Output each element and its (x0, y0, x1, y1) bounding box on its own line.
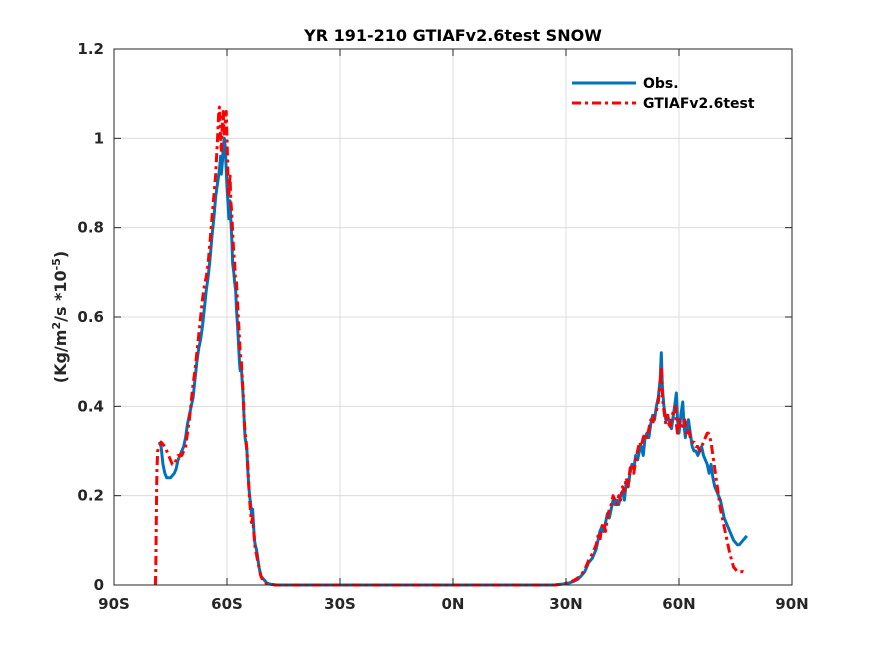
y-tick-label: 0.2 (77, 487, 104, 505)
series-line-1 (153, 105, 746, 587)
y-axis-label-superscript: 2 (50, 322, 63, 330)
x-tick-label: 0N (442, 595, 465, 613)
y-axis-label: (Kg/m2/s *10-5) (50, 251, 70, 383)
chart-title: YR 191-210 GTIAFv2.6test SNOW (303, 26, 602, 45)
y-tick-label: 0.6 (77, 308, 104, 326)
x-tick-label: 60S (211, 595, 243, 613)
x-tick-label: 90N (775, 595, 808, 613)
y-axis-label-part: (Kg/m (51, 330, 70, 384)
y-tick-label: 0.4 (77, 397, 104, 415)
y-tick-label: 1 (94, 129, 104, 147)
y-axis-label-superscript: -5 (50, 258, 63, 270)
legend: Obs. GTIAFv2.6test (572, 76, 755, 112)
x-tick-label: 30S (324, 595, 356, 613)
x-tick-label: 60N (662, 595, 695, 613)
x-tick-label: 90S (98, 595, 130, 613)
x-tick-label: 30N (549, 595, 582, 613)
y-axis-label-part: ) (51, 251, 70, 258)
axis-ticks: 90S 60S 30S 0N 30N 60N 90N 0 0.2 0.4 0.6 0.8 1 1.2 (77, 40, 808, 613)
y-tick-label: 1.2 (77, 40, 104, 58)
legend-label-gtiaf: GTIAFv2.6test (643, 96, 755, 112)
y-tick-label: 0.8 (77, 219, 104, 237)
y-tick-label: 0 (94, 576, 104, 594)
legend-label-obs: Obs. (643, 76, 679, 92)
y-axis-label-part: /s *10 (51, 270, 70, 322)
